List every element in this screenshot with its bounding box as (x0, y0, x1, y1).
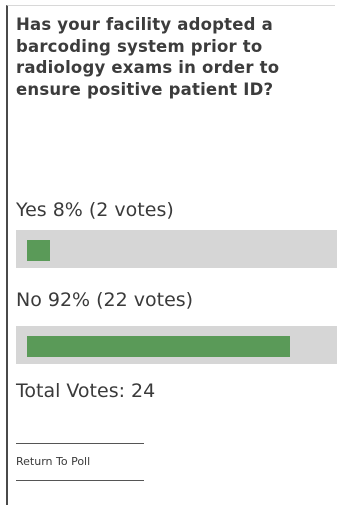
result-label-yes: Yes 8% (2 votes) (16, 199, 174, 221)
poll-results-panel: Has your facility adopted a barcoding sy… (6, 5, 337, 505)
poll-question: Has your facility adopted a barcoding sy… (16, 15, 280, 99)
result-bar-fill-no (27, 336, 290, 357)
result-bar-track-no (16, 326, 337, 364)
return-to-poll-link[interactable]: Return To Poll (16, 443, 144, 481)
result-bar-fill-yes (27, 240, 50, 261)
result-bar-track-yes (16, 230, 337, 268)
result-label-no: No 92% (22 votes) (16, 289, 194, 311)
total-votes: Total Votes: 24 (16, 380, 156, 402)
